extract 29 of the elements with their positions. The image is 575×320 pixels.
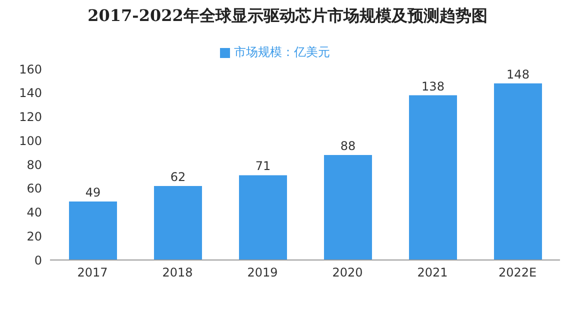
x-tick-label: 2020 [332,266,363,280]
y-tick-label: 140 [19,86,42,100]
legend-label: 市场规模：亿美元 [234,45,330,59]
bar [324,154,372,260]
data-label: 62 [170,170,186,184]
bar [409,95,457,260]
y-tick-label: 100 [19,134,42,148]
y-tick-label: 120 [19,110,42,124]
y-tick-label: 40 [26,206,42,220]
data-label: 138 [422,79,444,94]
y-tick-label: 80 [26,158,42,172]
data-label: 49 [85,186,101,200]
data-label: 71 [255,159,271,174]
y-tick-label: 160 [19,62,42,76]
data-label: 88 [340,138,356,153]
x-tick-label: 2018 [162,266,193,280]
bar [494,83,542,260]
bar [239,175,287,260]
bar [69,202,117,260]
y-tick-label: 20 [26,229,42,244]
chart-title: 2017-2022年全球显示驱动芯片市场规模及预测趋势图 [86,6,488,27]
x-tick-label: 2017 [77,266,108,280]
data-label: 148 [506,67,530,82]
x-tick-label: 2021 [417,266,448,280]
x-tick-label: 2019 [247,266,278,280]
bar [154,186,202,260]
x-tick-label: 2022E [498,266,537,280]
y-tick-label: 60 [26,182,42,196]
y-tick-label: 0 [34,253,42,268]
